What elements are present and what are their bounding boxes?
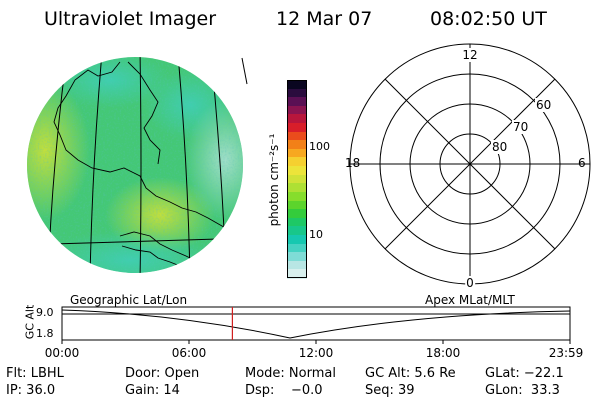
color-scale-segment xyxy=(287,148,307,159)
colorbar-tick-100: 100 xyxy=(309,140,330,153)
colorbar-tick-10: 10 xyxy=(309,228,323,241)
altitude-plot-frame xyxy=(61,306,571,341)
color-scale-frame xyxy=(287,80,307,278)
color-scale-segment xyxy=(287,174,307,185)
filter-status: Flt: LBHL xyxy=(6,366,64,381)
color-scale-segment xyxy=(287,105,307,116)
polar-label-6: 6 xyxy=(578,156,586,170)
color-scale-segment xyxy=(287,252,307,262)
color-scale-bar xyxy=(287,80,307,279)
color-scale-segment xyxy=(287,157,307,168)
color-scale-segment xyxy=(287,140,307,150)
color-scale-segment xyxy=(287,209,307,219)
gc-alt-status: GC Alt: 5.6 Re xyxy=(365,366,456,381)
polar-label-0: 0 xyxy=(465,276,475,290)
color-scale-segment xyxy=(287,191,307,202)
meridian-line xyxy=(241,57,248,85)
instrument-title: Ultraviolet Imager xyxy=(44,8,217,30)
color-scale-segment xyxy=(287,97,307,107)
color-scale-segment xyxy=(287,200,307,211)
apex-title: Apex MLat/MLT xyxy=(425,293,515,307)
time-tick-1800: 18:00 xyxy=(425,346,461,360)
alt-tick-1-8: 1.8 xyxy=(36,327,54,340)
polar-label-18: 18 xyxy=(345,156,361,170)
gc-alt-axis-label: GC Alt xyxy=(23,304,37,340)
color-scale-segment xyxy=(287,243,307,254)
time-tick-2359: 23:59 xyxy=(548,346,584,360)
time-tick-0000: 00:00 xyxy=(44,346,80,360)
geographic-title: Geographic Lat/Lon xyxy=(70,293,188,307)
color-scale-segment xyxy=(287,183,307,193)
color-scale-segment xyxy=(287,131,307,142)
dsp-status: Dsp: −0.0 xyxy=(245,383,323,398)
color-scale-segment xyxy=(287,88,307,99)
altitude-curve xyxy=(61,309,571,339)
polar-ring-label-70: 70 xyxy=(512,120,530,134)
color-scale-segment xyxy=(287,226,307,236)
meridian-line xyxy=(139,57,142,273)
color-scale-segment xyxy=(287,80,307,90)
globe-disk xyxy=(27,57,243,273)
polar-ring-label-80: 80 xyxy=(491,140,509,154)
door-status: Door: Open xyxy=(125,366,200,381)
seq-status: Seq: 39 xyxy=(365,383,415,398)
color-scale-segment xyxy=(287,166,307,176)
polar-label-12: 12 xyxy=(461,48,479,62)
date-label: 12 Mar 07 xyxy=(276,8,373,30)
gain-status: Gain: 14 xyxy=(125,383,180,398)
alt-tick-9: 9.0 xyxy=(36,306,54,319)
polar-diagonal xyxy=(384,78,556,250)
time-label: 08:02:50 UT xyxy=(430,8,547,30)
glon-status: GLon: 33.3 xyxy=(485,383,560,398)
color-scale-segment xyxy=(287,114,307,125)
polar-ring-label-60: 60 xyxy=(535,98,553,112)
color-scale-segment xyxy=(287,217,307,228)
color-scale-segment xyxy=(287,234,307,245)
glat-status: GLat: −22.1 xyxy=(485,366,564,381)
meridian-line xyxy=(177,57,191,273)
time-tick-1200: 12:00 xyxy=(298,346,334,360)
color-scale-segment xyxy=(287,260,307,271)
time-tick-0600: 06:00 xyxy=(171,346,207,360)
color-scale-segment xyxy=(287,123,307,133)
color-scale-segment xyxy=(287,269,307,279)
ip-status: IP: 36.0 xyxy=(6,383,56,398)
mode-status: Mode: Normal xyxy=(245,366,336,381)
